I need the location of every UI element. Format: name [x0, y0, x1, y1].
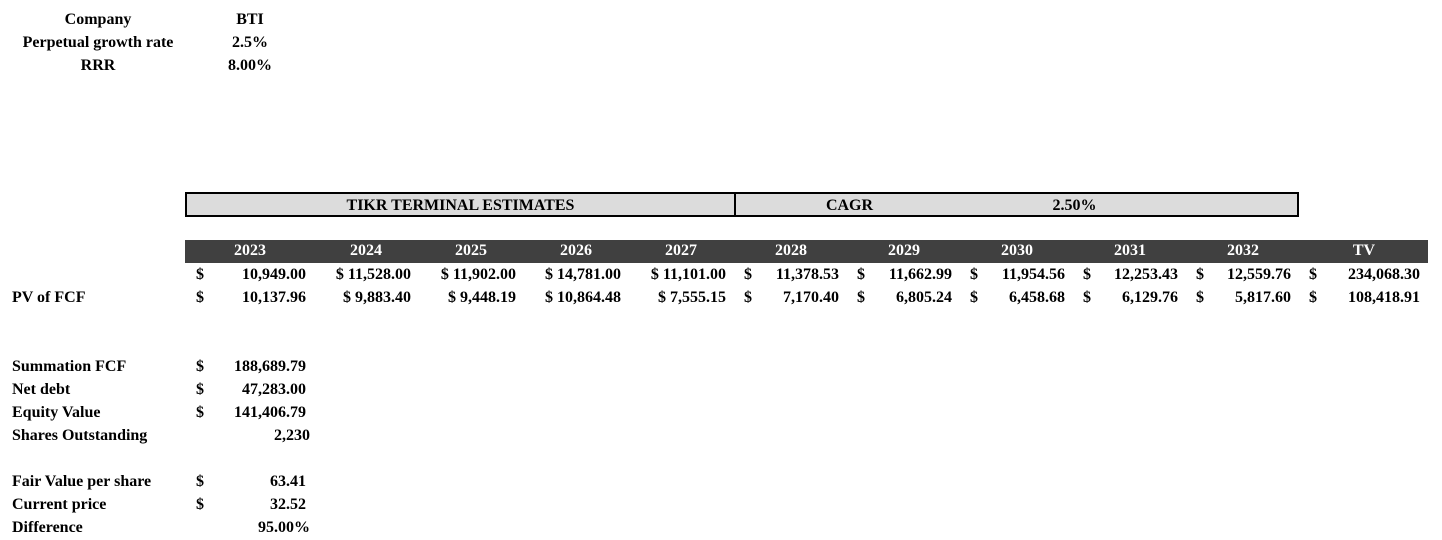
fcf-value: 10,949.00: [242, 266, 306, 283]
banner-title: TIKR TERMINAL ESTIMATES: [346, 197, 575, 214]
cagr-label: CAGR: [825, 197, 874, 214]
pv-value: 6,129.76: [1122, 289, 1178, 306]
pv-currency: $: [970, 289, 978, 306]
year-header-cell: 2028: [775, 242, 807, 259]
year-header-cell: 2023: [234, 242, 266, 259]
pv-value: 10,137.96: [242, 289, 306, 306]
rrr-label: RRR: [80, 57, 116, 74]
fcf-value: 12,559.76: [1227, 266, 1291, 283]
fcf-value: $ 11,902.00: [440, 266, 516, 283]
pv-value: $ 7,555.15: [658, 289, 726, 306]
fcf-value: 234,068.30: [1348, 266, 1420, 283]
banner-divider: [734, 194, 736, 215]
pv-value: 6,458.68: [1009, 289, 1065, 306]
equity-value-label: Equity Value: [12, 404, 101, 421]
shares-outstanding-label: Shares Outstanding: [12, 427, 148, 444]
net-debt-label: Net debt: [12, 381, 71, 398]
pv-of-fcf-label: PV of FCF: [12, 289, 86, 306]
shares-outstanding-value: 2,230: [274, 427, 310, 444]
year-header-cell: 2031: [1114, 242, 1146, 259]
year-header-cell: 2026: [560, 242, 592, 259]
year-header-cell: 2030: [1001, 242, 1033, 259]
fcf-currency: $: [1309, 266, 1317, 283]
fcf-currency: $: [970, 266, 978, 283]
growth-rate-value: 2.5%: [232, 34, 268, 51]
pv-currency: $: [196, 289, 204, 306]
pv-currency: $: [744, 289, 752, 306]
summation-fcf-value: 188,689.79: [234, 358, 306, 375]
fair-value-value: 63.41: [270, 473, 306, 490]
pv-value: $ 10,864.48: [545, 289, 621, 306]
equity-value-currency: $: [196, 404, 204, 421]
net-debt-currency: $: [196, 381, 204, 398]
year-header-cell: 2027: [665, 242, 697, 259]
fcf-currency: $: [1083, 266, 1091, 283]
current-price-currency: $: [196, 496, 204, 513]
net-debt-value: 47,283.00: [242, 381, 306, 398]
pv-value: 6,805.24: [896, 289, 952, 306]
year-header-cell: 2025: [455, 242, 487, 259]
difference-value: 95.00%: [258, 519, 310, 536]
fcf-currency: $: [1196, 266, 1204, 283]
current-price-value: 32.52: [270, 496, 306, 513]
company-value: BTI: [236, 11, 264, 28]
rrr-value: 8.00%: [228, 57, 272, 74]
pv-currency: $: [1083, 289, 1091, 306]
current-price-label: Current price: [12, 496, 107, 513]
pv-currency: $: [857, 289, 865, 306]
equity-value-value: 141,406.79: [234, 404, 306, 421]
fcf-value: $ 11,528.00: [335, 266, 411, 283]
fcf-value: $ 14,781.00: [545, 266, 621, 283]
pv-value: $ 9,883.40: [343, 289, 411, 306]
pv-value: 5,817.60: [1235, 289, 1291, 306]
fair-value-currency: $: [196, 473, 204, 490]
pv-value: 7,170.40: [783, 289, 839, 306]
fcf-currency: $: [744, 266, 752, 283]
summation-fcf-label: Summation FCF: [12, 358, 127, 375]
fcf-value: 12,253.43: [1114, 266, 1178, 283]
fcf-value: 11,378.53: [775, 266, 839, 283]
cagr-value: 2.50%: [1052, 197, 1097, 214]
pv-value: $ 9,448.19: [448, 289, 516, 306]
growth-rate-label: Perpetual growth rate: [22, 34, 174, 51]
fcf-value: 11,662.99: [888, 266, 952, 283]
fcf-currency: $: [857, 266, 865, 283]
year-header-cell: TV: [1352, 242, 1376, 259]
terminal-estimates-banner: TIKR TERMINAL ESTIMATES CAGR 2.50%: [185, 192, 1299, 217]
fcf-currency: $: [196, 266, 204, 283]
pv-currency: $: [1309, 289, 1317, 306]
difference-label: Difference: [12, 519, 83, 536]
year-header-cell: 2024: [350, 242, 382, 259]
year-header-cell: 2029: [888, 242, 920, 259]
fcf-value: $ 11,101.00: [650, 266, 726, 283]
pv-value: 108,418.91: [1348, 289, 1420, 306]
year-header-bar: 2023 2024 2025 2026 2027 2028 2029 2030 …: [185, 240, 1428, 263]
year-header-cell: 2032: [1227, 242, 1259, 259]
fcf-value: 11,954.56: [1001, 266, 1065, 283]
fair-value-label: Fair Value per share: [12, 473, 152, 490]
company-label: Company: [64, 11, 132, 28]
pv-currency: $: [1196, 289, 1204, 306]
summation-fcf-currency: $: [196, 358, 204, 375]
